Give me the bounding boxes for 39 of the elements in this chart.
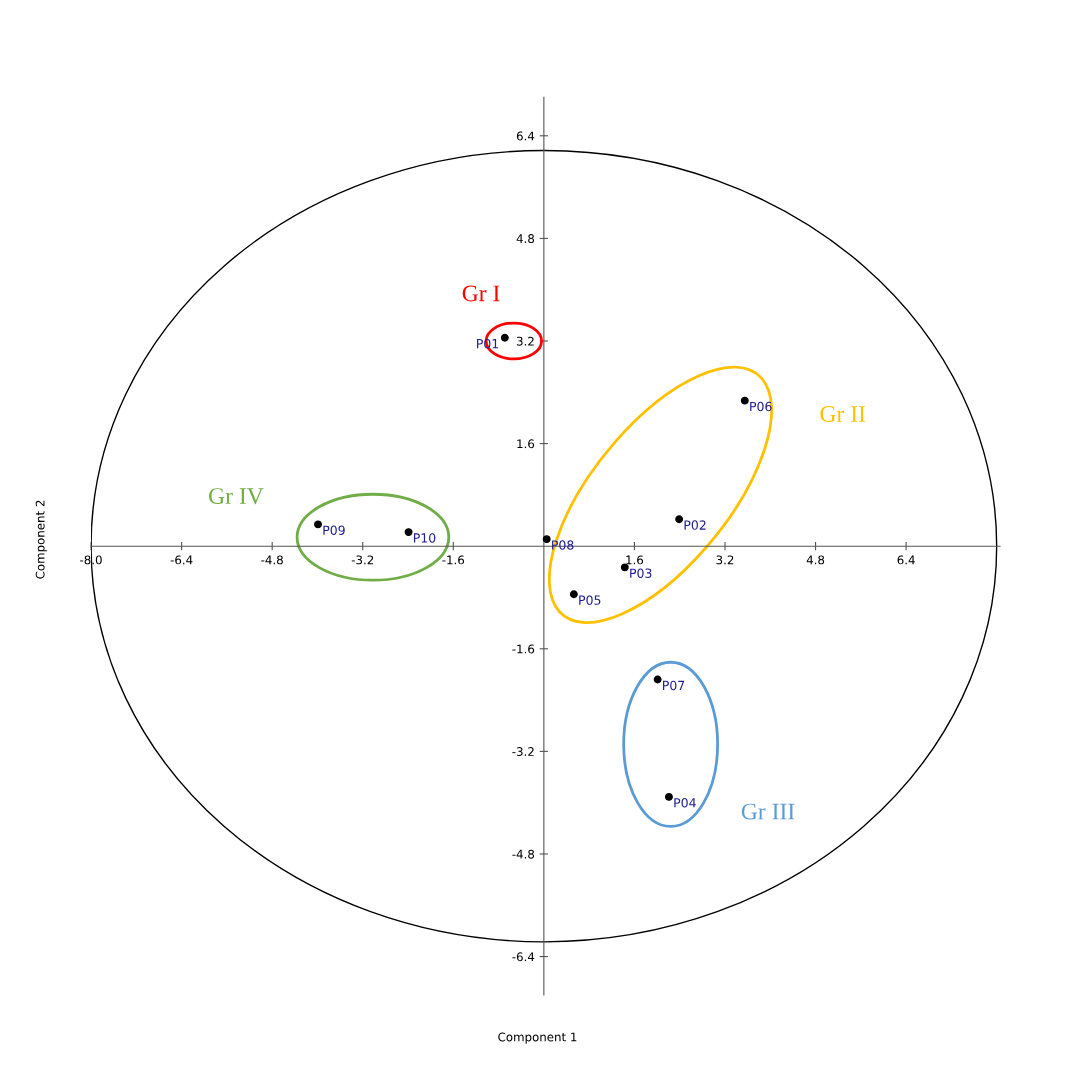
point (620, 563, 629, 572)
point (542, 535, 551, 544)
annotation: Gr II (820, 406, 866, 422)
y-tick-label: -4.8 (512, 849, 535, 859)
point (653, 675, 662, 684)
x-tick-label: -1.6 (442, 555, 465, 565)
annotation: Gr III (741, 803, 795, 820)
annotation: P10 (413, 533, 436, 543)
annotation: P05 (579, 595, 601, 605)
point (675, 515, 684, 524)
y-tick-label: 4.8 (516, 234, 535, 244)
x-tick-label: -4.8 (261, 555, 283, 565)
x-tick-label: -6.4 (170, 555, 193, 565)
x-tick-label: 6.4 (897, 555, 915, 565)
annotation: P09 (323, 525, 345, 535)
annotation: P07 (663, 680, 685, 691)
y-tick-label: 3.2 (516, 336, 534, 346)
point (500, 333, 509, 342)
annotation: Gr I (462, 285, 500, 302)
point (665, 792, 673, 801)
point (569, 590, 578, 599)
x-axis-title: Component 1 (498, 1032, 577, 1044)
y-tick-label: 6.4 (516, 131, 535, 141)
annotation: P03 (630, 568, 652, 578)
x-tick-label: 1.6 (626, 555, 644, 565)
y-tick-label: -3.2 (512, 747, 534, 757)
point (740, 396, 749, 405)
x-tick-label: -3.2 (351, 555, 374, 565)
x-tick-label: 3.2 (716, 555, 734, 565)
y-tick-label: -6.4 (512, 952, 535, 962)
point (404, 528, 413, 537)
x-tick-label: 4.8 (806, 555, 825, 565)
y-tick-label: 1.6 (517, 439, 535, 449)
y-tick-label: -1.6 (512, 644, 535, 654)
annotation: P04 (674, 798, 696, 808)
annotation: P02 (684, 520, 706, 530)
y-axis-title: Component 2 (35, 500, 47, 579)
point (314, 520, 322, 529)
annotation: Gr IV (209, 488, 264, 505)
